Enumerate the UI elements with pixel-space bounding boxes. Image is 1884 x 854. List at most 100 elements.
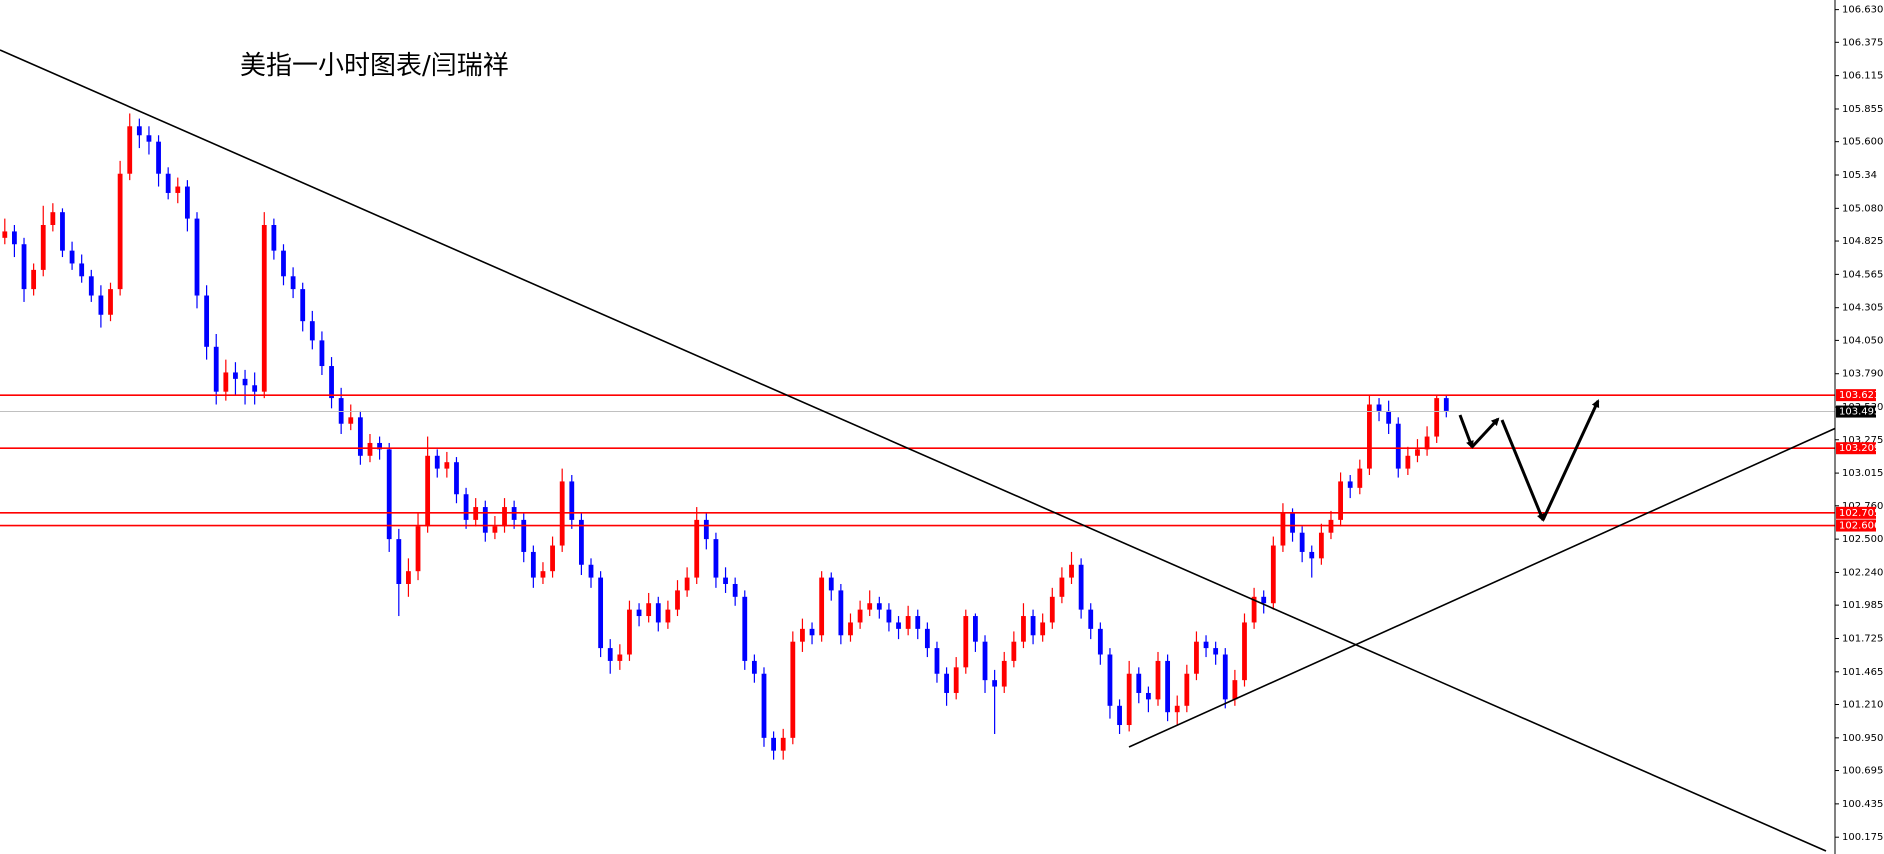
candle-body [88,276,94,296]
candle-body [290,276,296,290]
candle-body [194,218,200,296]
axis-background [1835,0,1884,854]
candle-body [809,628,815,636]
candle-body [50,212,56,226]
candle-body [367,442,373,456]
downtrend-line [0,49,1827,852]
candle-body [1078,564,1084,610]
candle-body [1347,481,1353,488]
candle-body [463,494,469,520]
candle-body [454,462,459,495]
candle-body [1155,660,1161,700]
candle-body [60,212,65,251]
candle-body [550,545,555,572]
y-tick-label: 104.825 [1842,236,1883,247]
candle-body [252,385,258,392]
candle-body [713,539,719,578]
last-price-tag [1836,405,1876,418]
y-tick-label: 102.500 [1842,534,1883,545]
candle-body [992,680,998,687]
y-tick-label: 105.34 [1842,170,1877,181]
candle-body [1049,596,1055,623]
candle-body [665,609,671,623]
candle-body [1069,564,1074,578]
candle-body [857,609,863,623]
candle-body [742,596,748,661]
candle-body [146,135,152,142]
candle-body [915,616,921,629]
candle-body [271,225,277,251]
candle-body [771,737,776,751]
candle-body [1194,641,1199,674]
y-tick-label: 101.465 [1842,667,1883,678]
level-label: 103.209 [1839,443,1880,454]
candle-body [1443,398,1449,411]
candle-body [838,590,844,636]
candle-body [1405,455,1411,469]
candle-body [300,289,306,322]
arrow [1458,414,1474,449]
last-price-label: 103.495 [1839,407,1880,418]
y-tick-label: 104.565 [1842,269,1883,280]
candle-body [482,507,488,533]
candle-body [40,225,46,270]
candle-body [1395,423,1401,469]
candle-body [1434,398,1440,437]
candle-body [309,321,315,341]
candle-body [213,346,219,392]
candle-body [598,577,604,649]
y-tick-label: 100.695 [1842,766,1883,777]
candle-body [1126,673,1132,726]
candle-body [396,539,402,584]
candle-body [1222,654,1228,700]
candle-body [1040,622,1046,636]
candle-body [848,622,853,636]
candle-body [1338,481,1343,520]
candle-body [703,519,709,540]
candle-body [1261,596,1267,604]
candle-body [175,186,181,193]
candle-body [204,295,210,347]
candle-body [1309,551,1315,559]
candle-body [21,244,27,290]
candle-body [790,641,796,738]
candle-body [905,616,911,629]
candle-body [819,577,825,636]
candle-body [338,398,344,424]
candle-body [876,603,882,610]
candle-body [828,577,834,591]
candle-body [69,250,75,264]
candle-body [425,455,431,527]
candle-body [588,564,594,578]
candle-body [1299,532,1305,552]
candle-body [281,250,286,277]
arrow [1470,417,1500,449]
arrow [1500,419,1545,522]
candle-body [1001,660,1007,687]
candle-body [502,507,507,527]
candle-body [444,462,450,469]
candle-body [607,648,613,661]
candle-body [982,641,988,681]
candle-body [579,519,584,565]
candle-body [1184,673,1190,706]
candle-body [934,648,940,674]
candle-body [530,551,536,578]
candle-body [953,667,959,693]
y-tick-label: 103.790 [1842,369,1883,380]
candle-body [963,616,969,668]
candle-body [924,628,930,649]
candle-body [1059,577,1065,597]
candle-body [636,609,642,617]
candle-body [261,225,267,392]
candle-body [406,571,411,584]
drawings [0,49,1837,852]
candle-body [694,519,700,578]
y-tick-label: 100.175 [1842,832,1883,843]
uptrend-line [1128,427,1837,748]
candle-body [1174,705,1180,713]
candle-body [569,481,575,520]
y-tick-label: 101.725 [1842,633,1883,644]
arrow [1541,399,1600,521]
